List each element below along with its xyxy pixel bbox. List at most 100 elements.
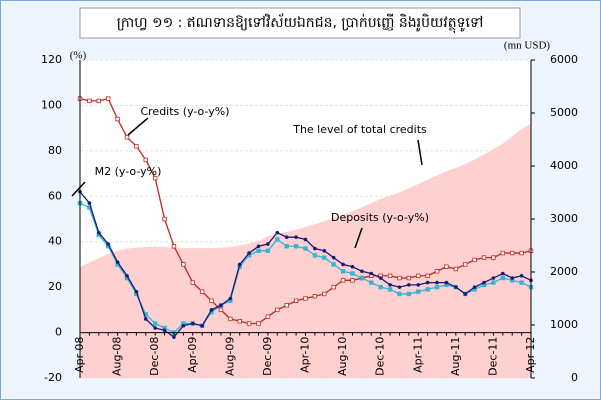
point — [152, 321, 158, 326]
x-tick-label: Aug-08 — [111, 337, 124, 376]
point — [275, 307, 280, 313]
point — [519, 250, 524, 256]
point — [322, 291, 327, 297]
point — [472, 257, 477, 263]
title-box — [79, 7, 521, 39]
point — [181, 262, 186, 267]
point — [143, 317, 148, 321]
point — [312, 294, 318, 299]
point — [500, 250, 506, 256]
point — [152, 175, 158, 181]
x-tick-label: Dec-08 — [148, 337, 161, 376]
point — [463, 262, 468, 267]
point — [303, 237, 308, 242]
point — [350, 278, 355, 283]
x-tick-label: Apr-12 — [524, 337, 537, 373]
point — [171, 244, 177, 249]
point — [331, 284, 336, 290]
y2-tick-label: 5000 — [550, 106, 578, 119]
point — [387, 287, 393, 292]
point — [209, 308, 214, 312]
y-tick-label: 80 — [48, 144, 62, 157]
point — [340, 269, 346, 274]
point — [106, 242, 110, 246]
point — [237, 319, 242, 324]
point — [453, 266, 459, 272]
point — [294, 235, 298, 239]
point — [256, 244, 261, 249]
point — [397, 285, 402, 289]
point — [256, 248, 261, 253]
x-tick-label: Dec-10 — [374, 337, 387, 376]
point — [406, 291, 412, 297]
point — [406, 275, 412, 281]
point — [162, 328, 167, 333]
point — [359, 275, 365, 281]
point — [284, 244, 289, 249]
point — [293, 244, 299, 249]
series-label: Deposits (y-o-y%) — [331, 211, 429, 224]
point — [482, 280, 486, 285]
point — [143, 157, 148, 163]
point — [369, 280, 374, 285]
point — [115, 116, 120, 122]
point — [153, 326, 157, 330]
point — [87, 201, 92, 205]
point — [275, 237, 280, 242]
point — [416, 283, 421, 287]
point — [125, 273, 129, 278]
y2-tick-label: 2000 — [550, 265, 578, 278]
point — [209, 298, 214, 303]
point — [491, 280, 496, 285]
point — [303, 246, 308, 251]
point — [275, 230, 280, 235]
y2-tick-label: 0 — [571, 371, 578, 384]
point — [266, 242, 270, 246]
y2-tick-label: 1000 — [550, 318, 578, 331]
point — [387, 273, 393, 278]
point — [350, 264, 355, 269]
point — [200, 323, 204, 328]
point — [425, 287, 430, 292]
point — [369, 271, 374, 276]
point — [134, 144, 139, 149]
series-label: The level of total credits — [292, 123, 427, 136]
point — [444, 280, 449, 285]
point — [463, 292, 468, 296]
point — [331, 255, 336, 260]
point — [322, 255, 327, 260]
y2-axis-label: (mn USD) — [504, 40, 550, 52]
point — [397, 291, 402, 297]
point — [397, 275, 402, 281]
y-tick-label: 20 — [48, 280, 62, 293]
point — [434, 269, 440, 274]
point — [190, 321, 195, 326]
point — [331, 262, 336, 267]
point — [237, 262, 242, 267]
point — [350, 271, 355, 276]
point — [454, 285, 458, 289]
point — [87, 98, 92, 104]
point — [519, 273, 524, 278]
point — [425, 280, 430, 285]
arrow — [71, 181, 86, 197]
y2-tick-label: 3000 — [550, 212, 578, 225]
point — [519, 280, 524, 285]
point — [96, 230, 101, 235]
y-tick-label: 100 — [41, 98, 62, 111]
point — [284, 303, 289, 308]
area — [80, 123, 531, 378]
x-tick-label: Dec-09 — [261, 337, 274, 376]
x-tick-label: Apr-09 — [186, 337, 199, 373]
x-tick-label: Apr-08 — [73, 337, 86, 373]
x-tick-label: Aug-10 — [336, 337, 349, 376]
point — [501, 271, 505, 276]
y-tick-label: 40 — [48, 235, 62, 248]
x-tick-label: Apr-10 — [299, 337, 312, 373]
point — [303, 296, 308, 301]
point — [162, 216, 167, 222]
point — [246, 321, 252, 326]
x-tick-label: Apr-11 — [411, 337, 424, 373]
x-tick-label: Aug-11 — [449, 337, 462, 376]
point — [219, 303, 223, 308]
